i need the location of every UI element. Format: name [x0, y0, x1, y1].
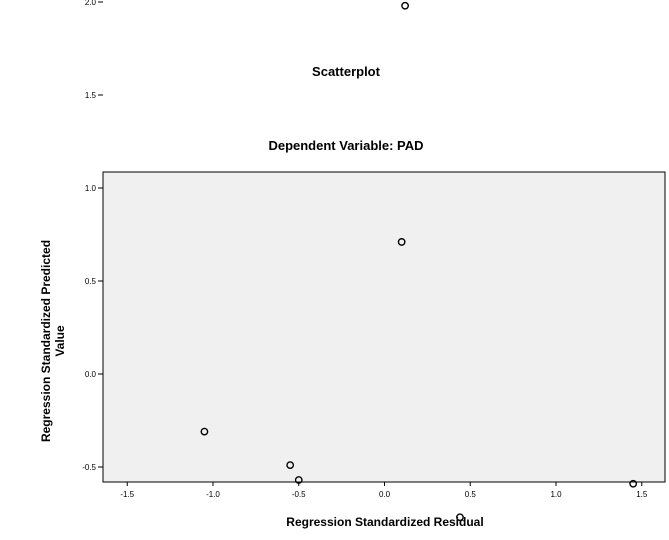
data-points — [200, 1, 638, 522]
y-tick-label: 0.0 — [85, 370, 97, 379]
y-axis-label-line-2: Value — [53, 325, 67, 357]
x-axis-label: Regression Standardized Residual — [286, 515, 483, 529]
x-tick-label: -1.0 — [206, 490, 220, 499]
scatter-point — [294, 476, 303, 484]
y-axis: -1.0-0.50.00.51.01.52.0 — [82, 0, 103, 472]
scatter-point — [397, 238, 406, 246]
scatter-point — [401, 1, 409, 10]
x-axis: -1.5 -1.0 -0.5 0.0 0.5 1.0 1.5 — [120, 482, 648, 499]
scatter-point — [200, 427, 209, 436]
y-tick-label: 1.0 — [85, 184, 97, 193]
x-tick-label: 0.5 — [465, 490, 477, 499]
y-tick-label: -0.5 — [82, 463, 96, 472]
x-tick-label: 0.0 — [379, 490, 391, 499]
y-tick-label: 2.0 — [85, 0, 97, 7]
scatter-point — [629, 479, 638, 488]
x-tick-label: -0.5 — [292, 490, 306, 499]
scatter-point — [456, 513, 464, 522]
x-tick-label: -1.5 — [120, 490, 134, 499]
chart-title: Scatterplot — [312, 64, 381, 79]
chart-subtitle: Dependent Variable: PAD — [268, 138, 423, 153]
y-axis-label-line-1: Regression Standardized Predicted — [39, 240, 53, 442]
scatter-point — [286, 461, 295, 470]
x-tick-label: 1.5 — [636, 490, 648, 499]
x-tick-label: 1.0 — [550, 490, 562, 499]
plot-area — [102, 171, 666, 483]
y-tick-label: 0.5 — [85, 277, 97, 286]
y-tick-label: 1.5 — [85, 91, 97, 100]
